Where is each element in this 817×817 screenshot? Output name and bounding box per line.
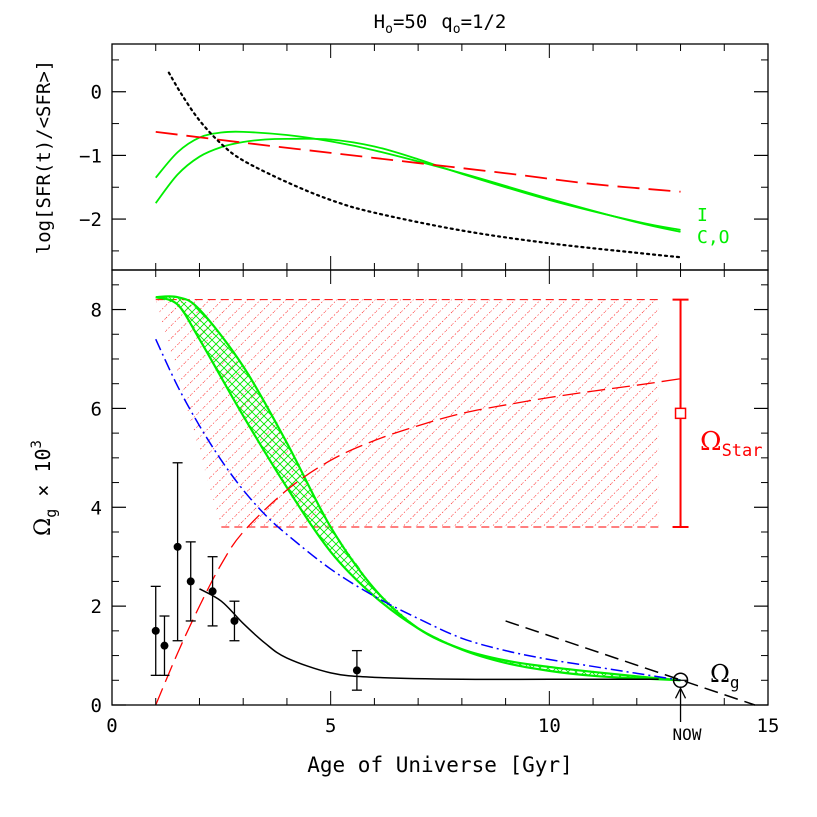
gas-model-band-lower-edge <box>155 296 681 682</box>
top-panel-frame <box>111 43 769 271</box>
bottom-y-axis-label: Ωg × 103 <box>29 440 60 536</box>
bottom-y-tick-label: 6 <box>91 398 102 420</box>
chart-title: Ho=50 qo=1/2 <box>374 11 507 37</box>
data-point <box>352 666 361 675</box>
data-point <box>160 641 169 650</box>
top-series-line-0 <box>155 130 681 233</box>
series-label-co: C,O <box>697 227 730 248</box>
x-tick-label: 0 <box>106 715 117 737</box>
gas-model-band-upper-edge <box>155 295 681 682</box>
x-axis-label: Age of Universe [Gyr] <box>307 753 573 777</box>
bottom-ticks: 0 2 4 6 8 0 5 10 15 <box>91 270 780 737</box>
data-point <box>186 577 195 586</box>
omega-star-growth-curve <box>155 378 681 706</box>
omega-g-label: Ωg <box>710 660 740 692</box>
data-point <box>151 626 160 635</box>
top-y-tick-label: −1 <box>79 145 102 167</box>
now-label: NOW <box>673 725 702 744</box>
x-tick-label: 15 <box>757 715 780 737</box>
blue-dashdot-curve <box>155 338 681 682</box>
top-series-line-2 <box>155 130 681 193</box>
data-point <box>208 587 217 596</box>
bottom-y-tick-label: 2 <box>91 596 102 618</box>
bottom-y-tick-label: 0 <box>91 695 102 717</box>
bottom-y-tick-label: 4 <box>91 497 102 519</box>
bottom-bands-layer <box>155 295 681 682</box>
gas-model-hatched-band <box>155 297 681 681</box>
bottom-points-layer <box>150 462 689 722</box>
omega-star-hatched-region <box>155 299 659 528</box>
top-series-line-3 <box>167 71 682 259</box>
series-label-i: I <box>697 205 708 226</box>
top-ticks: 0 −1 −2 <box>79 44 769 270</box>
top-series-layer <box>155 71 682 259</box>
bottom-panel-frame <box>111 269 769 706</box>
black-dashed-trend-line <box>505 620 756 706</box>
bottom-y-tick-label: 8 <box>91 300 102 322</box>
omega-star-marker <box>674 407 687 420</box>
omega-star-label: ΩStar <box>700 427 763 461</box>
data-point <box>173 542 182 551</box>
omega-g-fit-curve <box>199 588 659 681</box>
top-y-tick-label: 0 <box>91 82 102 104</box>
data-point <box>230 616 239 625</box>
top-y-tick-label: −2 <box>79 209 102 231</box>
now-arrow-head <box>674 686 687 699</box>
x-tick-label: 10 <box>538 715 561 737</box>
top-series-line-1 <box>155 137 681 231</box>
top-y-axis-label: log[SFR(t)/<SFR>] <box>33 60 55 254</box>
bottom-series-layer <box>155 298 756 706</box>
x-tick-label: 5 <box>325 715 336 737</box>
top-panel: 0 −1 −2 log[SFR(t)/<SFR>] I C,O <box>33 43 769 271</box>
bottom-panel: 0 2 4 6 8 0 5 10 15 Ωg × 103 Age of Universe [Gy… <box>29 269 780 777</box>
